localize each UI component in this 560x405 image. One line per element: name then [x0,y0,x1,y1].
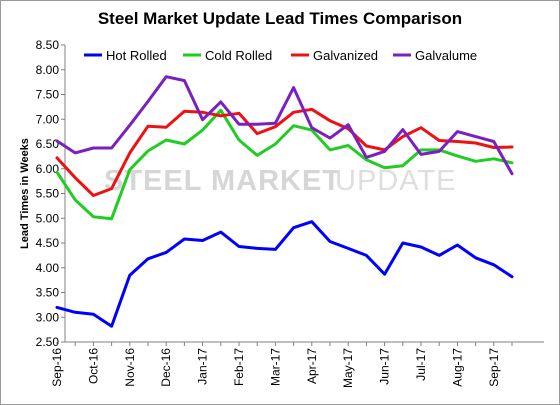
x-tick-label: Dec-16 [159,348,173,387]
watermark-bold-text: STEEL MARKET [104,165,341,197]
x-tick-label: May-17 [341,348,355,388]
y-tick-label: 3.00 [36,310,60,324]
y-tick-label: 7.50 [36,88,60,102]
y-tick-label: 6.00 [36,162,60,176]
x-tick-label: Feb-17 [232,348,246,386]
x-tick-label: Apr-17 [305,348,319,384]
y-tick-label: 4.00 [36,261,60,275]
legend-label-hot-rolled: Hot Rolled [106,48,167,63]
chart-title: Steel Market Update Lead Times Compariso… [97,9,463,28]
y-tick-label: 4.50 [36,236,60,250]
x-tick-label: Jun-17 [378,348,392,385]
y-tick-label: 5.00 [36,211,60,225]
x-tick-label: Aug-17 [450,348,464,387]
legend-label-galvanized: Galvanized [313,48,378,63]
y-tick-label: 8.50 [36,38,60,52]
y-tick-label: 8.00 [36,63,60,77]
y-tick-label: 2.50 [36,335,60,349]
x-tick-label: Jul-17 [414,348,428,381]
y-tick-label: 5.50 [36,187,60,201]
series-line-hot-rolled [55,220,514,328]
series-line-cold-rolled [55,108,514,221]
x-tick-label: Sep-17 [487,348,501,387]
y-tick-label: 7.00 [36,112,60,126]
y-tick-label: 6.50 [36,137,60,151]
legend-label-cold-rolled: Cold Rolled [205,48,272,63]
x-tick-label: Mar-17 [268,348,282,386]
series-line-galvanized [55,107,514,197]
x-tick-label: Sep-16 [50,348,64,387]
y-tick-label: 3.50 [36,286,60,300]
legend-label-galvalume: Galvalume [415,48,477,63]
y-axis-label: Lead Times in Weeks [19,138,31,249]
watermark-light-text: UPDATE [335,165,456,197]
series-line-galvalume [55,75,514,176]
x-tick-label: Oct-16 [86,348,100,384]
x-tick-label: Jan-17 [196,348,210,385]
x-tick-label: Nov-16 [123,348,137,387]
